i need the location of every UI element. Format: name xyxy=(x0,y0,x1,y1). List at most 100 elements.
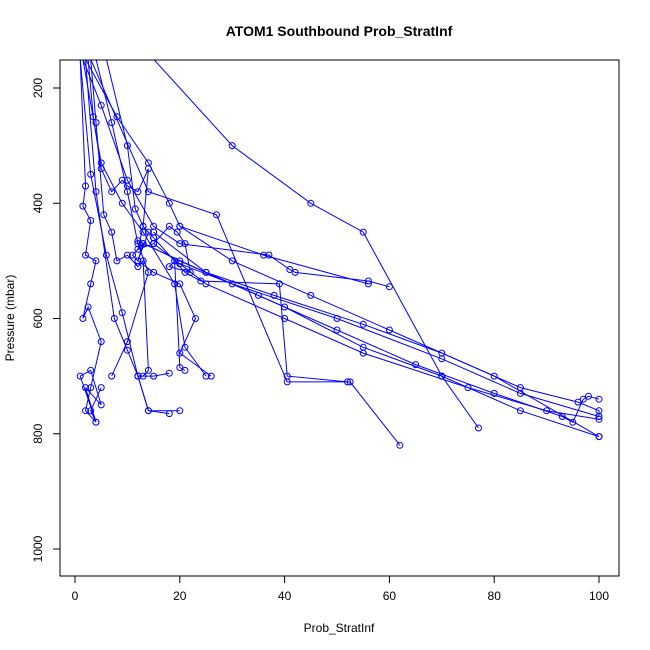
data-point xyxy=(123,251,131,259)
data-point xyxy=(144,188,152,196)
data-point xyxy=(87,384,95,392)
data-point xyxy=(192,315,199,322)
data-point xyxy=(144,366,152,374)
data-point xyxy=(82,251,89,259)
data-point xyxy=(150,268,158,276)
data-point xyxy=(307,199,315,207)
data-point xyxy=(100,211,108,219)
series-15 xyxy=(85,60,372,288)
data-point xyxy=(87,366,95,374)
data-point xyxy=(281,315,289,322)
x-tick-label: 100 xyxy=(589,589,609,603)
data-point xyxy=(176,364,184,371)
data-point xyxy=(176,349,184,357)
data-point xyxy=(144,268,152,276)
y-tick-label: 1000 xyxy=(31,535,45,562)
data-point xyxy=(595,395,603,403)
data-point xyxy=(364,277,372,285)
series-13 xyxy=(176,260,603,420)
data-point xyxy=(359,228,367,236)
data-point xyxy=(150,228,158,236)
series-1 xyxy=(76,60,105,426)
data-point xyxy=(123,188,131,196)
series-layer xyxy=(76,60,603,449)
data-point xyxy=(181,268,189,276)
data-point xyxy=(171,280,179,288)
data-point xyxy=(82,384,89,392)
series-line xyxy=(82,60,207,377)
x-tick-label: 80 xyxy=(488,589,502,603)
data-point xyxy=(396,441,404,449)
series-19 xyxy=(85,60,173,380)
data-point xyxy=(79,202,87,210)
data-point xyxy=(123,346,131,354)
series-line xyxy=(179,225,600,438)
data-point xyxy=(464,384,472,392)
series-16 xyxy=(82,60,210,380)
data-point xyxy=(165,199,173,207)
data-point xyxy=(92,418,100,426)
data-point xyxy=(595,433,603,441)
data-point xyxy=(173,228,181,236)
data-point xyxy=(176,240,184,248)
data-point xyxy=(516,407,524,415)
y-tick-label: 400 xyxy=(31,193,45,213)
data-point xyxy=(181,366,189,374)
series-line xyxy=(95,60,149,377)
series-14 xyxy=(176,222,603,441)
data-point xyxy=(97,401,105,409)
data-point xyxy=(113,113,121,121)
y-axis: 200 400 600 800 1000 xyxy=(31,78,60,562)
y-tick-label: 200 xyxy=(31,78,45,98)
data-point xyxy=(364,280,372,288)
data-point xyxy=(82,407,89,415)
data-point xyxy=(165,263,173,271)
data-point xyxy=(197,277,205,285)
data-point xyxy=(129,251,137,259)
data-point xyxy=(110,315,118,322)
data-point xyxy=(265,251,273,259)
data-point xyxy=(333,326,341,334)
data-point xyxy=(113,257,121,265)
data-point xyxy=(92,119,100,127)
data-point xyxy=(144,407,152,415)
data-point xyxy=(579,395,587,403)
series-line xyxy=(85,60,170,377)
data-point xyxy=(585,392,592,400)
data-point xyxy=(490,372,498,380)
data-point xyxy=(118,309,126,317)
data-point xyxy=(144,159,152,167)
data-point xyxy=(346,378,354,386)
data-point xyxy=(87,407,95,415)
y-tick-label: 800 xyxy=(31,423,45,443)
data-point xyxy=(270,291,278,299)
data-point xyxy=(76,372,84,380)
series-3 xyxy=(106,60,194,374)
data-point xyxy=(84,303,92,311)
data-point xyxy=(150,372,158,380)
data-point xyxy=(359,320,367,328)
x-tick-label: 20 xyxy=(173,589,187,603)
data-point xyxy=(97,101,105,109)
data-point xyxy=(228,257,236,265)
data-point xyxy=(543,407,551,415)
series-line xyxy=(153,60,479,429)
data-point xyxy=(385,326,393,334)
chart-title: ATOM1 Southbound Prob_StratInf xyxy=(226,23,453,39)
data-point xyxy=(92,257,100,265)
data-point xyxy=(176,280,184,288)
data-point xyxy=(260,251,268,259)
data-point xyxy=(359,349,367,357)
data-point xyxy=(118,199,126,207)
data-point xyxy=(134,240,142,248)
data-point xyxy=(228,142,236,150)
data-point xyxy=(123,338,131,346)
data-point xyxy=(475,424,482,432)
series-line xyxy=(85,60,369,285)
data-point xyxy=(333,315,341,322)
data-point xyxy=(176,222,184,230)
data-point xyxy=(87,280,95,288)
data-point xyxy=(181,343,189,351)
data-point xyxy=(286,266,294,273)
